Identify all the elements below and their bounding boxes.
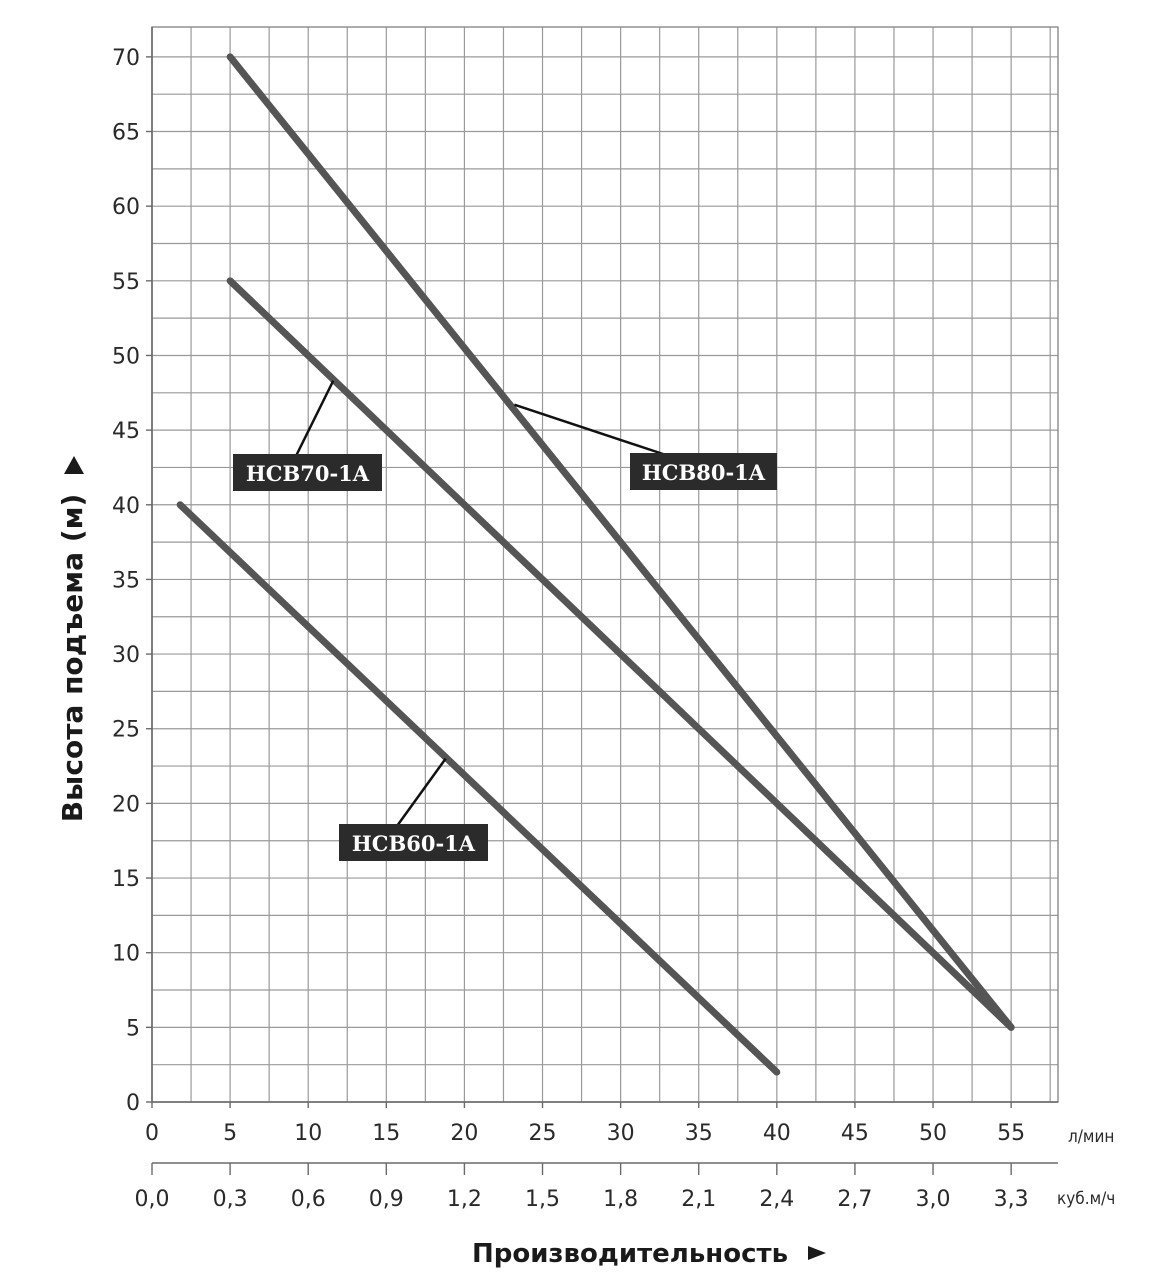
y-tick-label: 55 [112,270,140,295]
series-line-hcb60-1a [176,501,781,1076]
series-label: HCB60-1A [352,831,476,856]
y-tick-label: 25 [112,718,140,743]
series-label-box [233,454,382,491]
x-tick-label: 5 [223,1121,237,1146]
y-tick-label: 60 [112,195,140,220]
x2-tick-label: 0,3 [213,1187,248,1212]
x2-tick-label: 1,5 [525,1187,560,1212]
axes [146,27,1058,1175]
x-tick-label: 50 [919,1121,947,1146]
series-label: HCB80-1A [642,460,766,485]
x-tick-label: 30 [607,1121,635,1146]
y-tick-label: 65 [112,121,140,146]
x-unit-secondary: куб.м/ч [1057,1189,1115,1209]
x-tick-label: 55 [997,1121,1025,1146]
x-tick-label: 10 [294,1121,322,1146]
y-tick-label: 0 [126,1091,140,1116]
y-tick-label: 5 [126,1016,140,1041]
x-tick-label: 35 [685,1121,713,1146]
y-tick-label: 35 [112,568,140,593]
y-tick-label: 20 [112,792,140,817]
x2-tick-label: 0,6 [291,1187,326,1212]
x-tick-label: 40 [763,1121,791,1146]
series-label: HCB70-1A [246,461,370,486]
x-axis-title: Производительность [472,1239,788,1269]
y-tick-label: 30 [112,643,140,668]
x-tick-label: 20 [450,1121,478,1146]
x2-tick-label: 1,8 [603,1187,638,1212]
x2-tick-label: 2,7 [837,1187,872,1212]
series-leader-line [395,757,447,827]
x-tick-label: 25 [529,1121,557,1146]
axis-titles: л/мин куб.м/ч Производительность Высота … [56,456,1115,1269]
x-unit-primary: л/мин [1068,1127,1114,1147]
y-tick-label: 70 [112,46,140,71]
series-lines [176,53,1015,1076]
x2-tick-label: 2,1 [681,1187,716,1212]
series-line-hcb80-1a [226,53,1015,1031]
x-axis-arrow-icon [808,1246,826,1260]
x-tick-label: 45 [841,1121,869,1146]
x2-tick-label: 3,3 [994,1187,1029,1212]
y-axis-arrow-icon [64,456,84,474]
x2-tick-label: 2,4 [759,1187,794,1212]
y-axis-title: Высота подъема (м) [56,494,89,823]
x2-tick-label: 0,9 [369,1187,404,1212]
series-labels: HCB80-1A HCB70-1A HCB60-1A [233,380,777,861]
y-tick-label: 10 [112,942,140,967]
series-label-box [630,453,777,490]
x2-tick-label: 0,0 [135,1187,170,1212]
x2-tick-label: 1,2 [447,1187,482,1212]
y-tick-label: 15 [112,867,140,892]
series-leader-line [294,380,335,457]
y-tick-label: 40 [112,494,140,519]
x2-tick-label: 3,0 [916,1187,951,1212]
y-tick-label: 50 [112,344,140,369]
tick-labels: 0 5 10 15 20 25 30 35 40 45 50 55 60 65 70 0 5 10 15 20 25 30… [112,46,1029,1212]
series-line-hcb70-1a [226,277,1015,1031]
series-leader-line [514,403,667,457]
grid [151,26,1059,1103]
x-tick-label: 15 [372,1121,400,1146]
y-tick-label: 45 [112,419,140,444]
x-tick-label: 0 [145,1121,159,1146]
series-label-box [339,824,488,861]
